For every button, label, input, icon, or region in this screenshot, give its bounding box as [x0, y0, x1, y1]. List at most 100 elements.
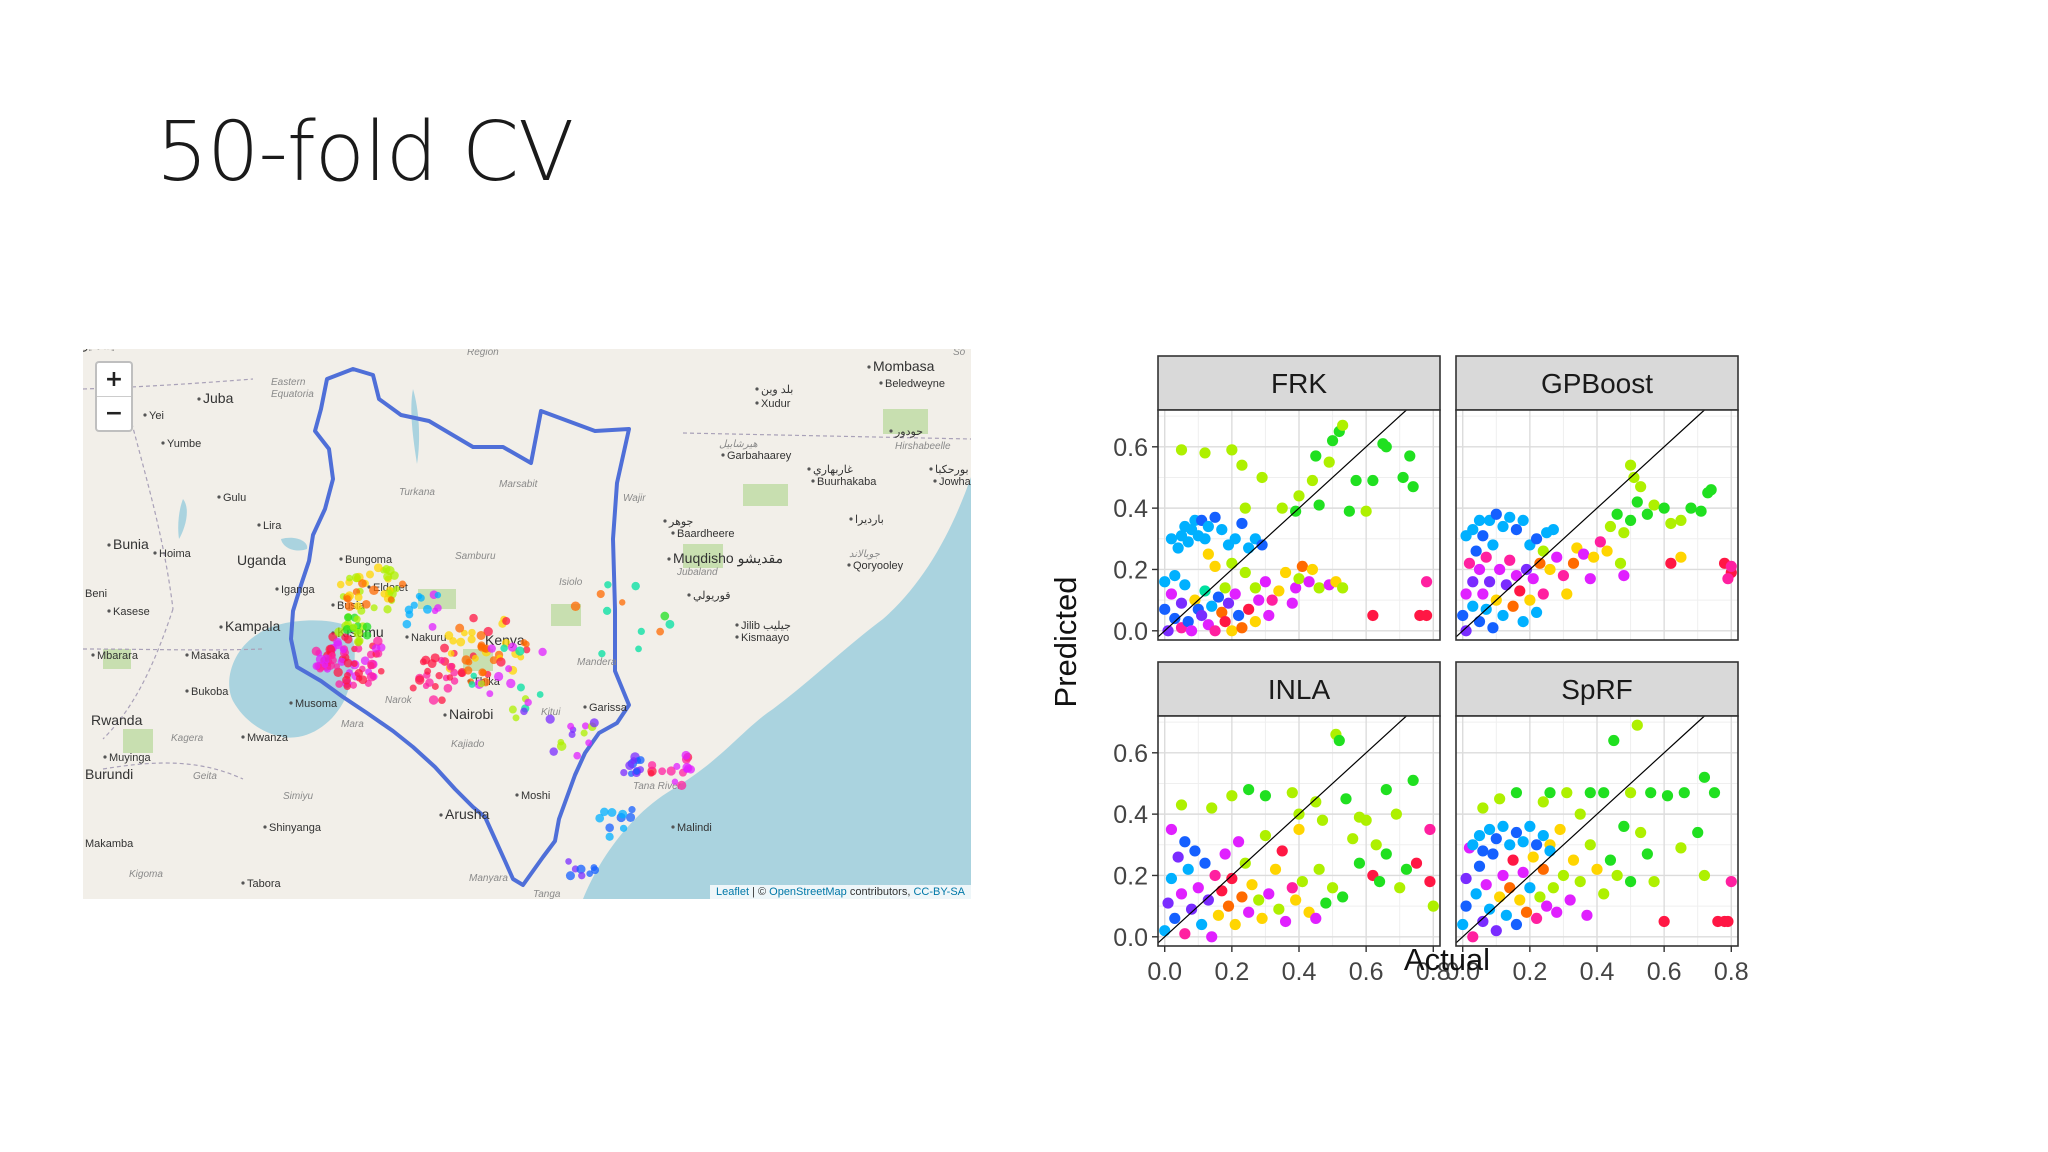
- map-sample-point: [321, 661, 329, 669]
- map-sample-point: [342, 675, 351, 685]
- chart-canvas: FRK 0.0 0.2 0.4 0.6 GPBoost INLA 0.0 0.2 0.4 0.6 0.…: [1048, 355, 1749, 986]
- data-point: [1725, 876, 1737, 888]
- data-point: [1517, 866, 1529, 879]
- data-point: [1675, 551, 1687, 563]
- zoom-out-button[interactable]: −: [97, 396, 131, 430]
- map-sample-point: [370, 604, 378, 612]
- x-tick-label: 0.2: [1512, 958, 1547, 986]
- map-sample-point: [576, 864, 586, 874]
- map-place-label: هيرشابيل: [719, 439, 758, 450]
- city-marker-icon: [667, 557, 671, 561]
- map-sample-point: [586, 870, 593, 878]
- data-point: [1480, 879, 1492, 891]
- city-marker-icon: [161, 441, 165, 445]
- data-point: [1296, 560, 1308, 572]
- map-sample-point: [366, 672, 377, 682]
- map-sample-point: [465, 658, 473, 666]
- data-point: [1216, 524, 1228, 536]
- data-point: [1202, 520, 1214, 533]
- data-point: [1276, 502, 1288, 514]
- data-point: [1206, 802, 1218, 814]
- leaflet-map[interactable]: Region So Juba Eastern Equatoria Yei Yumbe Gulu…: [83, 349, 971, 899]
- osm-link[interactable]: OpenStreetMap: [769, 886, 847, 898]
- map-place-label: Kitui: [541, 707, 561, 718]
- park-area: [418, 589, 456, 609]
- city-marker-icon: [721, 453, 725, 457]
- slide-title: 50-fold CV: [156, 105, 574, 200]
- map-sample-point: [565, 858, 572, 865]
- map-place-label: جوهر: [668, 516, 693, 528]
- data-point: [1226, 790, 1238, 802]
- data-point: [1705, 484, 1717, 496]
- map-sample-point: [437, 656, 445, 664]
- data-point: [1524, 882, 1536, 894]
- data-point: [1551, 906, 1563, 918]
- map-sample-point: [469, 613, 478, 623]
- map-sample-point: [567, 722, 575, 730]
- license-link[interactable]: CC-BY-SA: [913, 886, 965, 898]
- data-point: [1320, 897, 1332, 909]
- data-point: [1179, 928, 1191, 940]
- data-point: [1169, 570, 1181, 582]
- map-sample-point: [516, 683, 525, 692]
- data-point: [1665, 557, 1677, 569]
- data-point: [1520, 563, 1533, 576]
- map-sample-point: [430, 653, 440, 663]
- map-sample-point: [647, 761, 657, 770]
- data-point: [1209, 511, 1221, 523]
- y-tick-label: 0.4: [1113, 495, 1148, 523]
- data-point: [1259, 576, 1272, 588]
- map-sample-point: [374, 650, 383, 658]
- map-sample-point: [390, 571, 399, 580]
- map-sample-point: [581, 722, 590, 730]
- data-point: [1510, 570, 1523, 582]
- data-point: [1202, 548, 1214, 560]
- map-sample-point: [333, 667, 343, 677]
- map-sample-point: [677, 780, 687, 791]
- data-point: [1286, 597, 1298, 609]
- data-point: [1477, 530, 1489, 542]
- data-point: [1400, 863, 1413, 875]
- data-point: [1510, 918, 1523, 931]
- map-place-label: Makamba: [85, 838, 134, 850]
- x-tick-label: 0.8: [1714, 958, 1749, 986]
- data-point: [1530, 839, 1543, 851]
- panel-border: [1455, 409, 1739, 641]
- data-point: [1537, 545, 1549, 557]
- map-place-label: Rwanda: [91, 712, 143, 728]
- x-axis-title: Actual: [1404, 942, 1490, 977]
- data-point: [1473, 860, 1486, 872]
- data-point: [1725, 560, 1737, 572]
- map-place-label: Mandera: [577, 657, 617, 668]
- leaflet-link[interactable]: Leaflet: [715, 886, 749, 898]
- map-sample-point: [506, 678, 516, 689]
- map-sample-point: [647, 770, 655, 777]
- data-point: [1243, 906, 1255, 918]
- map-sample-point: [494, 671, 504, 682]
- city-marker-icon: [143, 413, 147, 417]
- data-point: [1189, 594, 1201, 606]
- data-point: [1500, 909, 1512, 921]
- zoom-in-button[interactable]: +: [104, 367, 124, 392]
- data-point: [1326, 435, 1339, 447]
- data-point: [1323, 456, 1335, 468]
- data-point: [1380, 784, 1392, 796]
- map-place-label: حودور: [894, 426, 923, 438]
- map-place-label: Moshi: [521, 790, 550, 802]
- map-place-label: بورحكبا: [935, 464, 969, 476]
- city-marker-icon: [103, 755, 107, 759]
- map-sample-point: [455, 623, 465, 633]
- data-point: [1420, 576, 1433, 588]
- data-point: [1219, 582, 1231, 594]
- data-point: [1645, 787, 1657, 799]
- data-point: [1407, 481, 1419, 493]
- data-point: [1588, 551, 1600, 563]
- map-sample-point: [358, 675, 368, 685]
- facet-panel-sprf: SpRF: [1455, 661, 1739, 947]
- data-point: [1457, 609, 1469, 622]
- map-place-label: Garbahaarey: [727, 450, 792, 462]
- map-sample-point: [607, 808, 617, 817]
- data-point: [1483, 823, 1496, 836]
- data-point: [1618, 820, 1630, 833]
